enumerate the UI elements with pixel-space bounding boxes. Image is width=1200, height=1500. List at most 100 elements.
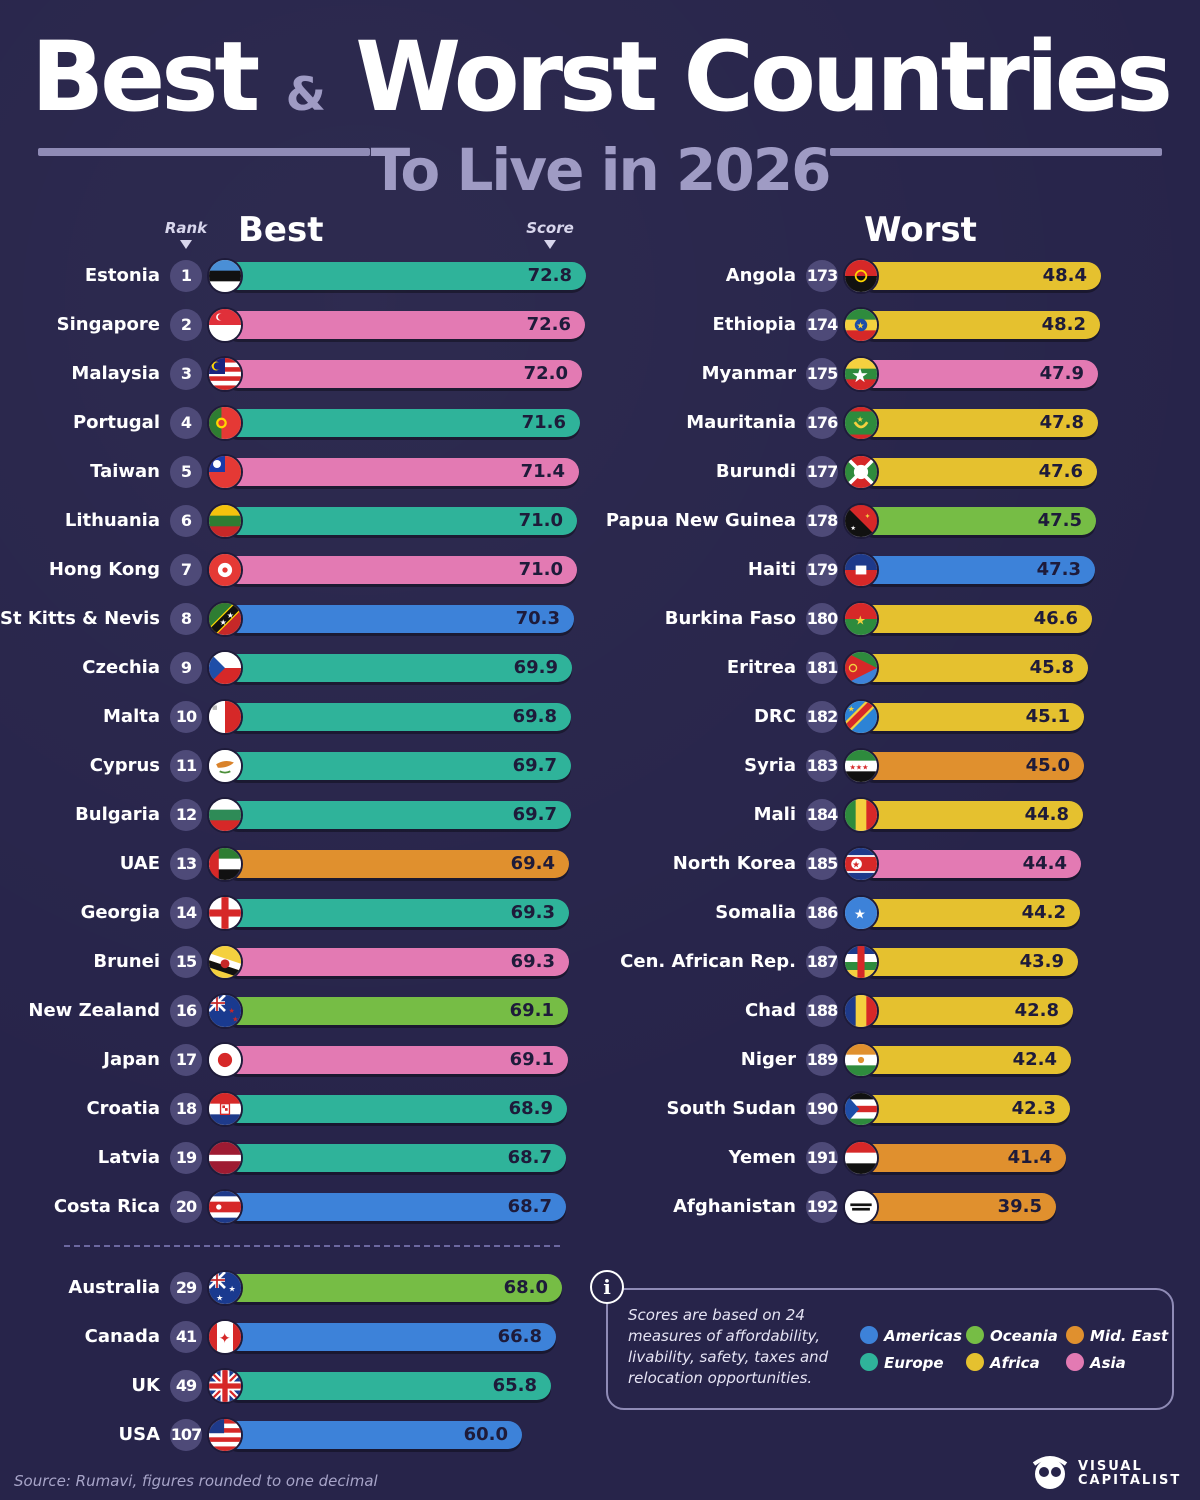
rank-badge: 173 <box>806 260 838 292</box>
rank-badge: 11 <box>170 750 202 782</box>
country-label: Brunei <box>93 951 160 972</box>
svg-text:★: ★ <box>232 1015 238 1024</box>
rank-badge: 174 <box>806 309 838 341</box>
latvia-flag-icon <box>207 1140 243 1176</box>
bar-row: Cen. African Rep. 43.9 187 <box>0 944 1200 980</box>
country-label: Mali <box>753 804 796 825</box>
eritrea-flag-icon <box>843 650 879 686</box>
costa-rica-flag-icon <box>207 1189 243 1225</box>
uae-flag-icon <box>207 846 243 882</box>
country-label: Cyprus <box>89 755 160 776</box>
bar-row: Hong Kong 71.0 7 <box>0 552 1200 588</box>
country-label: North Korea <box>672 853 796 874</box>
score-bar <box>860 654 1088 682</box>
score-label: 42.8 <box>1014 1000 1059 1021</box>
country-label: Ethiopia <box>712 314 796 335</box>
rank-badge: 12 <box>170 799 202 831</box>
rank-badge: 14 <box>170 897 202 929</box>
svg-text:★: ★ <box>227 611 234 620</box>
georgia-flag-icon <box>207 895 243 931</box>
score-label: 44.8 <box>1024 804 1069 825</box>
country-label: Haiti <box>747 559 796 580</box>
legend-label: Mid. East <box>1090 1327 1169 1345</box>
rank-arrow-icon <box>180 240 192 249</box>
score-label: 46.6 <box>1033 608 1078 629</box>
score-bar <box>860 899 1080 927</box>
chad-flag-icon <box>843 993 879 1029</box>
bar-row: Taiwan 71.4 5 <box>0 454 1200 490</box>
bar-row: Georgia 69.3 14 <box>0 895 1200 931</box>
rank-badge: 29 <box>170 1272 202 1304</box>
croatia-flag-icon <box>207 1091 243 1127</box>
taiwan-flag-icon <box>207 454 243 490</box>
country-label: St Kitts & Nevis <box>0 608 160 629</box>
bar-row: Canada 66.8 41 ✦ <box>0 1319 1200 1355</box>
score-label: 47.8 <box>1039 412 1084 433</box>
score-label: 43.9 <box>1019 951 1064 972</box>
score-label: 39.5 <box>997 1196 1042 1217</box>
country-label: Myanmar <box>701 363 796 384</box>
mali-flag-icon <box>843 797 879 833</box>
score-label: 72.0 <box>523 363 568 384</box>
score-bar <box>224 1095 567 1123</box>
legend-swatch <box>966 1353 984 1371</box>
score-bar <box>860 556 1095 584</box>
bar-row: Bulgaria 69.7 12 <box>0 797 1200 833</box>
svg-text:★: ★ <box>855 612 866 627</box>
brand-name: VISUAL CAPITALIST <box>1078 1460 1181 1488</box>
legend-swatch <box>1066 1326 1084 1344</box>
bar-row: Singapore 72.6 2 <box>0 307 1200 343</box>
score-label: 72.6 <box>526 314 571 335</box>
bar-row: Somalia 44.2 186 ★ <box>0 895 1200 931</box>
rank-badge: 179 <box>806 554 838 586</box>
bar-row: Eritrea 45.8 181 <box>0 650 1200 686</box>
score-bar <box>224 556 577 584</box>
rank-badge: 107 <box>170 1419 202 1451</box>
burundi-flag-icon <box>843 454 879 490</box>
legend-item: Oceania <box>966 1326 1058 1346</box>
rank-badge: 186 <box>806 897 838 929</box>
score-arrow-icon <box>544 240 556 249</box>
country-label: Taiwan <box>90 461 160 482</box>
st-kitts-nevis-flag-icon: ★ ★ <box>207 601 243 637</box>
score-bar <box>860 458 1097 486</box>
score-label: 44.2 <box>1021 902 1066 923</box>
score-label: 65.8 <box>492 1375 537 1396</box>
score-bar <box>860 752 1084 780</box>
south-sudan-flag-icon <box>843 1091 879 1127</box>
rank-badge: 192 <box>806 1191 838 1223</box>
rank-badge: 190 <box>806 1093 838 1125</box>
legend-item: Americas <box>860 1326 962 1346</box>
score-label: 71.6 <box>521 412 566 433</box>
score-label: 68.9 <box>508 1098 553 1119</box>
bar-row: Japan 69.1 17 <box>0 1042 1200 1078</box>
country-label: UAE <box>119 853 160 874</box>
score-bar <box>860 360 1098 388</box>
svg-text:★: ★ <box>216 1293 223 1302</box>
legend-swatch <box>860 1326 878 1344</box>
score-label: 66.8 <box>497 1326 542 1347</box>
rank-badge: 180 <box>806 603 838 635</box>
score-bar <box>224 948 569 976</box>
methodology-note: Scores are based on 24 measures of affor… <box>628 1306 829 1387</box>
svg-text:★: ★ <box>857 322 865 332</box>
score-label: 45.1 <box>1025 706 1070 727</box>
legend-label: Asia <box>1090 1354 1126 1372</box>
rank-badge: 18 <box>170 1093 202 1125</box>
country-label: Australia <box>68 1277 160 1298</box>
country-label: UK <box>131 1375 160 1396</box>
bar-row: Mauritania 47.8 176 ★ <box>0 405 1200 441</box>
score-label: 71.4 <box>520 461 565 482</box>
score-header: Score <box>520 219 580 249</box>
score-bar <box>224 1193 566 1221</box>
score-bar <box>860 850 1081 878</box>
score-bar <box>224 360 582 388</box>
bar-row: Lithuania 71.0 6 <box>0 503 1200 539</box>
score-label: 48.2 <box>1041 314 1086 335</box>
score-label: 47.3 <box>1036 559 1081 580</box>
legend-swatch <box>1066 1353 1084 1371</box>
score-bar <box>224 801 571 829</box>
country-label: USA <box>118 1424 160 1445</box>
score-label: 68.7 <box>507 1196 552 1217</box>
rank-badge: 189 <box>806 1044 838 1076</box>
